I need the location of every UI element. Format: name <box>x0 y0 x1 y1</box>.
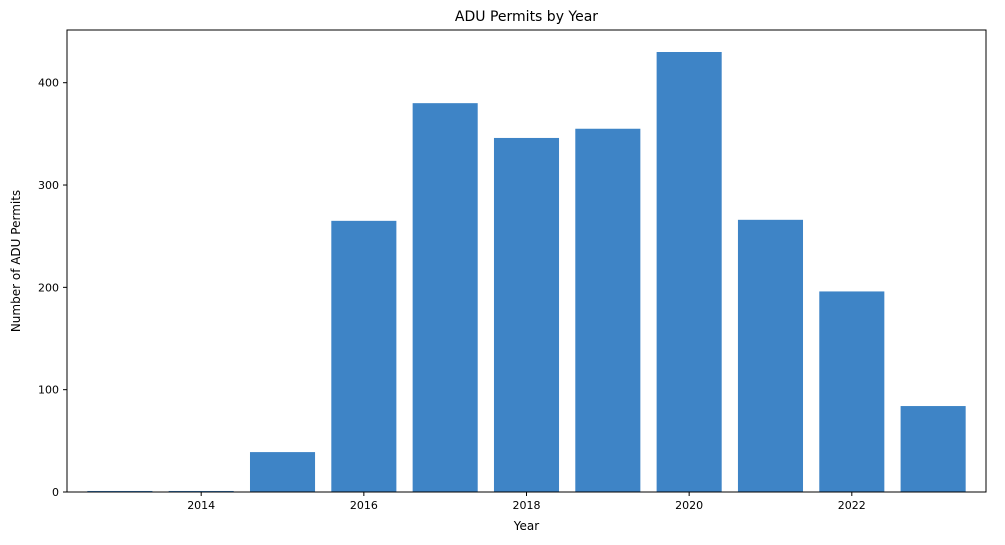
bar-2017 <box>412 103 478 493</box>
y-tick-label-0: 0 <box>52 486 59 499</box>
y-axis-label: Number of ADU Permits <box>9 190 23 332</box>
plot-frame <box>66 29 987 493</box>
bar-2022 <box>819 291 885 492</box>
bars-group <box>87 52 966 493</box>
y-axis-ticks: 0 100 200 300 400 <box>38 77 67 499</box>
bar-2013 <box>87 490 153 492</box>
y-tick-label-400: 400 <box>38 77 59 90</box>
bar-2014 <box>168 490 234 492</box>
y-tick-label-200: 200 <box>38 281 59 294</box>
bar-2021 <box>737 219 804 492</box>
y-tick-label-100: 100 <box>38 384 59 397</box>
x-tick-label-2016: 2016 <box>350 499 378 512</box>
bar-2016 <box>331 220 397 492</box>
bar-2019 <box>575 128 641 492</box>
y-tick-label-300: 300 <box>38 179 59 192</box>
x-tick-label-2020: 2020 <box>675 499 703 512</box>
chart-title: ADU Permits by Year <box>455 9 598 25</box>
x-axis-label: Year <box>513 519 539 533</box>
x-tick-label-2014: 2014 <box>187 499 215 512</box>
bar-2015 <box>249 452 316 492</box>
x-tick-label-2022: 2022 <box>838 499 866 512</box>
x-axis-ticks: 2014 2016 2018 2020 2022 <box>187 492 866 512</box>
bar-2018 <box>493 137 560 492</box>
x-tick-label-2018: 2018 <box>513 499 541 512</box>
bar-2023 <box>900 406 966 492</box>
bar-2020 <box>656 52 722 492</box>
